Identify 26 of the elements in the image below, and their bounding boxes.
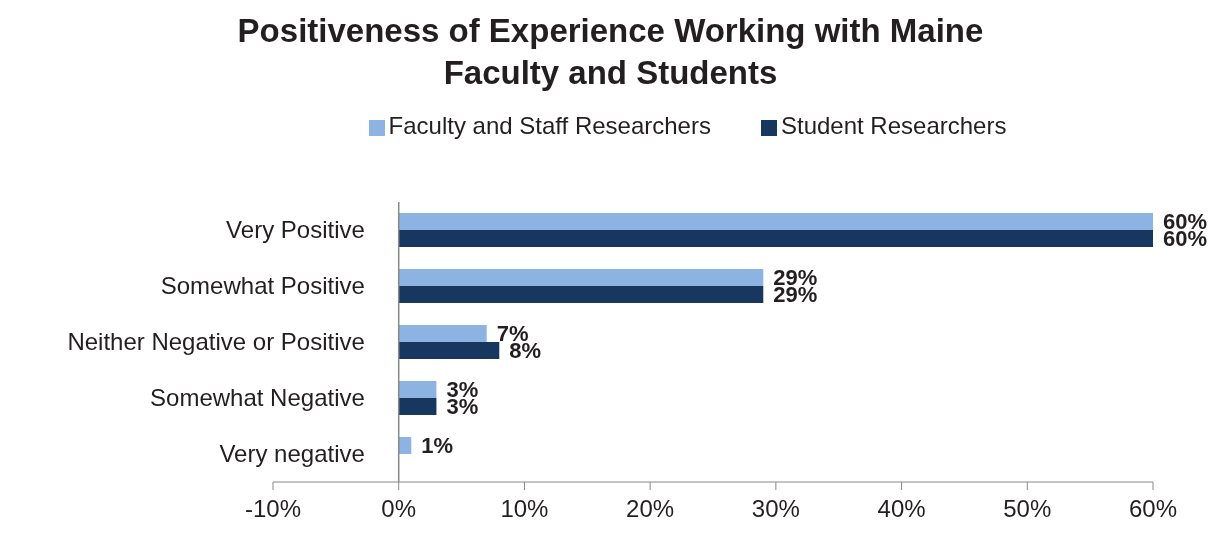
legend-label: Faculty and Staff Researchers (388, 112, 711, 139)
x-tick-label: 50% (1003, 495, 1052, 523)
x-tick-label: 0% (381, 495, 417, 523)
y-tick-label: Very negative (219, 440, 365, 467)
legend-label: Student Researchers (780, 112, 1007, 139)
x-tick-label: 20% (626, 495, 675, 523)
y-tick-label: Somewhat Positive (160, 272, 365, 299)
y-tick-label: Somewhat Negative (150, 384, 365, 411)
x-tick-label: 40% (877, 495, 926, 523)
bar (398, 213, 1153, 230)
bar (398, 269, 764, 286)
x-tick-label: 60% (1128, 495, 1178, 523)
y-tick-label: Very Positive (226, 216, 365, 243)
bar (398, 342, 500, 359)
chart-title: Positiveness of Experience Working with Maine Faculty and Students (236, 11, 985, 93)
bar (398, 381, 437, 398)
bar (398, 230, 1153, 247)
data-label: 1% (421, 433, 454, 459)
bar (398, 437, 412, 454)
bar (398, 325, 487, 342)
bar (398, 286, 764, 303)
x-tick-label: 30% (751, 495, 800, 523)
y-tick-label: Neither Negative or Positive (67, 328, 365, 355)
x-tick-label: -10% (244, 495, 302, 523)
bar (398, 398, 437, 415)
x-tick-label: 10% (500, 495, 549, 523)
